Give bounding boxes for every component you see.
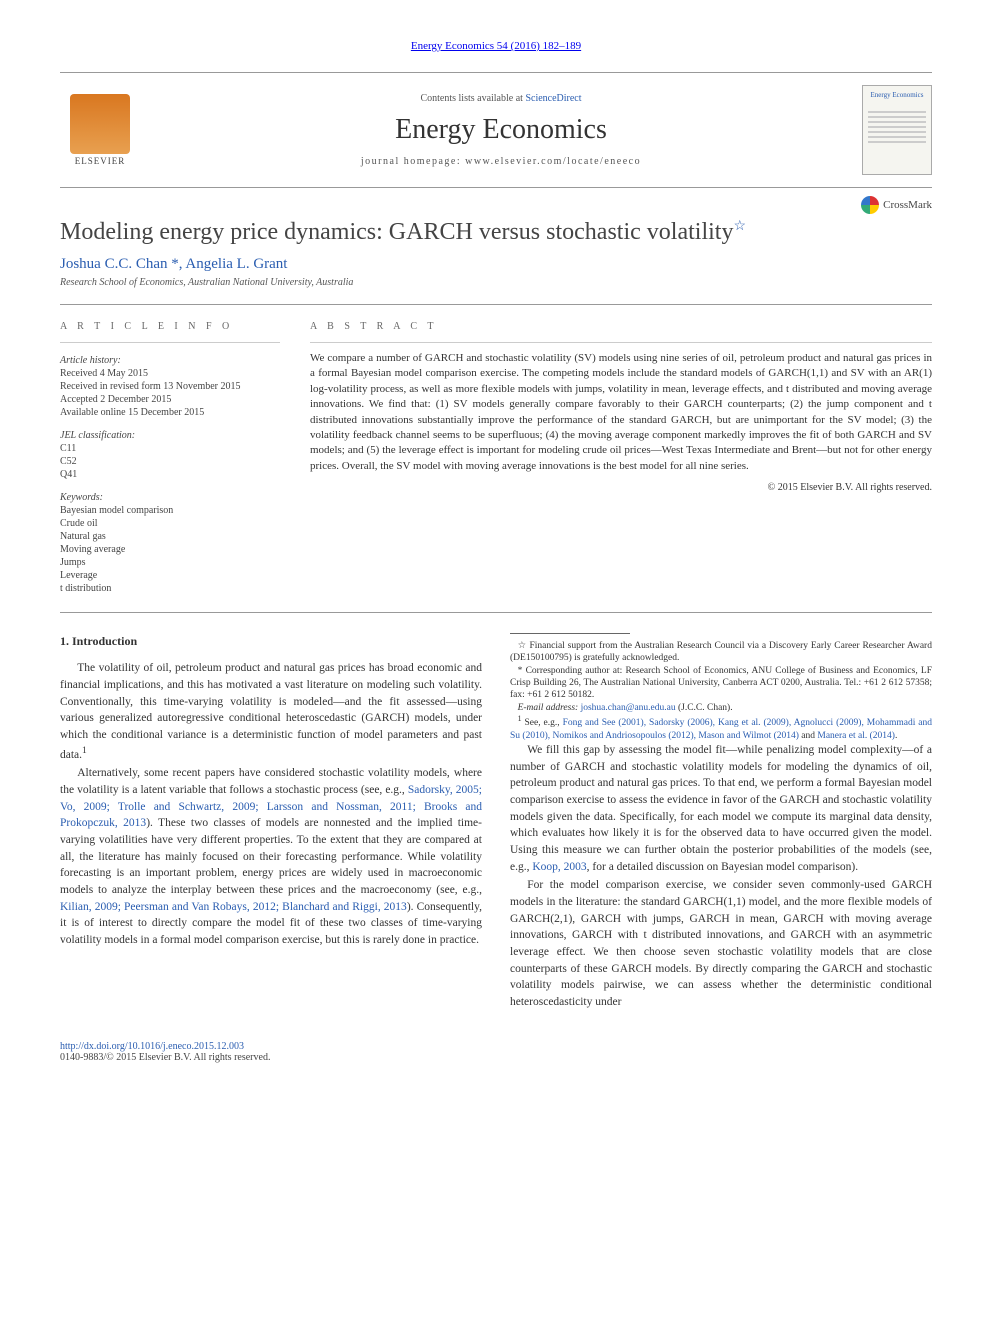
abstract-block: A B S T R A C T We compare a number of G… [310,321,932,596]
keyword: Crude oil [60,518,280,529]
keyword: t distribution [60,583,280,594]
jel-code: Q41 [60,469,280,480]
journal-header: ELSEVIER Contents lists available at Sci… [60,72,932,188]
footnote-email: E-mail address: joshua.chan@anu.edu.au (… [510,702,932,714]
article-info-block: A R T I C L E I N F O Article history: R… [60,321,280,596]
footnote-1: 1 See, e.g., Fong and See (2001), Sadors… [510,714,932,742]
authors-line: Joshua C.C. Chan *, Angelia L. Grant [60,256,932,273]
para-text: We fill this gap by assessing the model … [510,744,932,873]
cover-thumb-title: Energy Economics [868,91,926,99]
paragraph: The volatility of oil, petroleum product… [60,660,482,763]
footnote-star: ☆ Financial support from the Australian … [510,640,932,665]
header-center: Contents lists available at ScienceDirec… [140,93,862,167]
footnote-text: . [895,731,897,741]
keywords-label: Keywords: [60,492,280,503]
jel-label: JEL classification: [60,430,280,441]
email-tail: (J.C.C. Chan). [676,703,733,713]
footnote-corresponding: * Corresponding author at: Research Scho… [510,665,932,702]
contents-available-line: Contents lists available at ScienceDirec… [140,93,862,104]
paragraph: For the model comparison exercise, we co… [510,877,932,1010]
info-abstract-row: A R T I C L E I N F O Article history: R… [60,321,932,596]
footnotes-divider [510,633,630,634]
para-text: , for a detailed discussion on Bayesian … [587,861,858,873]
author-link[interactable]: Joshua C.C. Chan *, Angelia L. Grant [60,256,287,272]
keyword: Jumps [60,557,280,568]
citation-link[interactable]: Kilian, 2009; Peersman and Van Robays, 2… [60,901,407,913]
keyword: Natural gas [60,531,280,542]
footnote-text: See, e.g., [525,718,563,728]
jel-code: C52 [60,456,280,467]
crossmark-badge[interactable]: CrossMark [861,196,932,214]
footnote-text: and [799,731,817,741]
email-label: E-mail address: [518,703,581,713]
journal-cover-thumbnail: Energy Economics [862,85,932,175]
abstract-divider [310,342,932,343]
abstract-text: We compare a number of GARCH and stochas… [310,351,932,474]
article-title-text: Modeling energy price dynamics: GARCH ve… [60,219,733,245]
page-footer: http://dx.doi.org/10.1016/j.eneco.2015.1… [60,1041,932,1063]
jel-code: C11 [60,443,280,454]
citation-link[interactable]: Manera et al. (2014) [817,731,895,741]
footnote-text: Corresponding author at: Research School… [510,666,932,701]
article-info-heading: A R T I C L E I N F O [60,321,280,332]
journal-ref-link[interactable]: Energy Economics 54 (2016) 182–189 [411,40,581,52]
elsevier-tree-icon [70,94,130,154]
history-line: Received in revised form 13 November 201… [60,381,280,392]
keyword: Leverage [60,570,280,581]
asterisk-icon: * [518,666,526,676]
contents-available-text: Contents lists available at [420,93,525,104]
crossmark-icon [861,196,879,214]
para-text: The volatility of oil, petroleum product… [60,662,482,760]
history-line: Available online 15 December 2015 [60,407,280,418]
section-1-title: 1. Introduction [60,633,482,650]
crossmark-label: CrossMark [883,199,932,211]
star-icon: ☆ [518,641,530,651]
history-line: Received 4 May 2015 [60,368,280,379]
email-link[interactable]: joshua.chan@anu.edu.au [581,703,676,713]
journal-reference: Energy Economics 54 (2016) 182–189 [60,40,932,52]
info-divider [60,342,280,343]
history-line: Accepted 2 December 2015 [60,394,280,405]
keyword: Moving average [60,544,280,555]
footnote-block: ☆ Financial support from the Australian … [510,633,932,742]
paragraph: We fill this gap by assessing the model … [510,742,932,875]
sciencedirect-link[interactable]: ScienceDirect [525,93,581,104]
footnote-text: Financial support from the Australian Re… [510,641,932,663]
history-label: Article history: [60,355,280,366]
doi-link[interactable]: http://dx.doi.org/10.1016/j.eneco.2015.1… [60,1041,244,1052]
keyword: Bayesian model comparison [60,505,280,516]
title-star-icon: ☆ [733,219,746,234]
body-two-columns: 1. Introduction The volatility of oil, p… [60,633,932,1011]
citation-link[interactable]: Koop, 2003 [532,861,586,873]
issn-line: 0140-9883/© 2015 Elsevier B.V. All right… [60,1052,270,1063]
paragraph: Alternatively, some recent papers have c… [60,765,482,948]
elsevier-label: ELSEVIER [75,156,126,166]
divider-rule [60,612,932,613]
affiliation: Research School of Economics, Australian… [60,277,932,288]
cover-thumb-lines [868,111,926,146]
elsevier-logo: ELSEVIER [60,85,140,175]
footnote-ref-1[interactable]: 1 [82,745,87,756]
homepage-url: www.elsevier.com/locate/eneeco [465,156,641,167]
divider-rule [60,304,932,305]
article-title: Modeling energy price dynamics: GARCH ve… [60,218,932,246]
abstract-copyright: © 2015 Elsevier B.V. All rights reserved… [310,482,932,493]
homepage-line: journal homepage: www.elsevier.com/locat… [140,156,862,167]
journal-name: Energy Economics [140,114,862,146]
footnote-num: 1 [518,714,522,723]
abstract-heading: A B S T R A C T [310,321,932,332]
homepage-prefix: journal homepage: [361,156,465,167]
